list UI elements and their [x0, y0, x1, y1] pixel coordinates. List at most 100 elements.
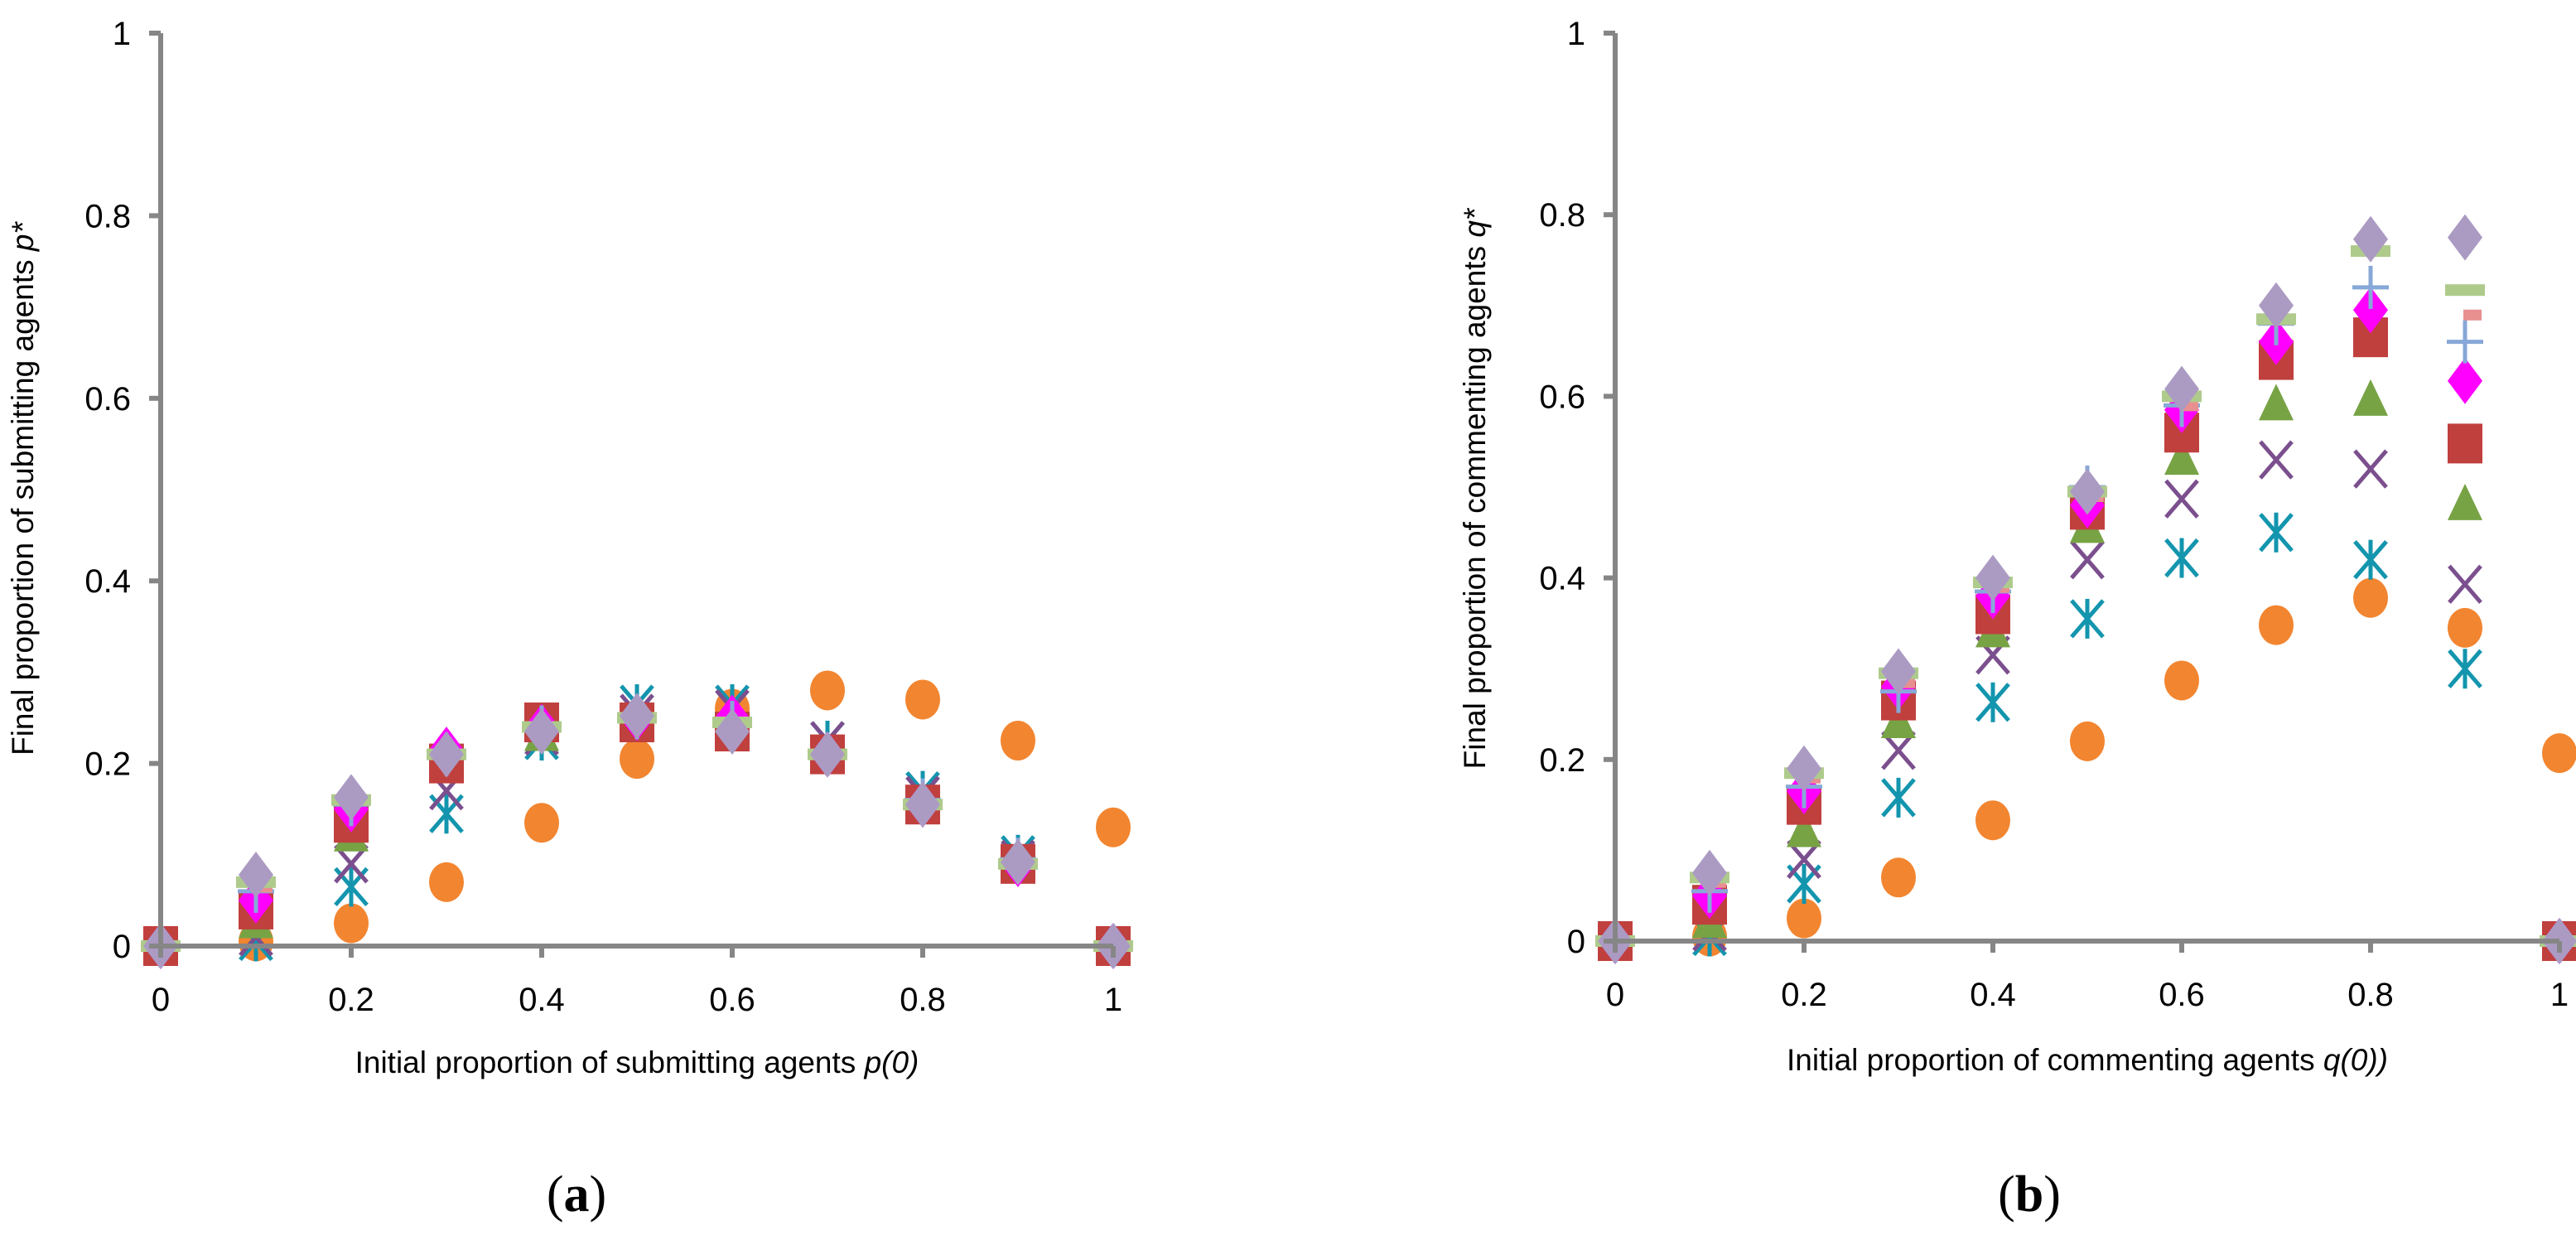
chart-b-point-s10: [1881, 648, 1916, 695]
chart-a-point-s10: [1001, 838, 1035, 886]
chart-a-series-s10: [143, 693, 1131, 969]
chart-a-point-s1: [1001, 721, 1035, 761]
chart-a-axes: 0 0.2 0.4 0.6 0.8 1 0 0.2 0.4 0.6 0.8 1: [84, 16, 1122, 1018]
chart-a-y-tick-label: 0: [113, 929, 131, 965]
chart-b-point-s1: [2448, 607, 2482, 648]
chart-b-y-tick-label: 0.2: [1539, 742, 1585, 779]
chart-b-x-tick-label: 1: [2550, 977, 2569, 1013]
chart-b-point-s1: [1975, 800, 2010, 841]
chart-a-point-s10: [715, 708, 750, 756]
chart-a-point-s2: [334, 867, 369, 907]
chart-b-panel-label: (b): [1998, 1166, 2061, 1223]
chart-b-point-s10: [2259, 282, 2294, 329]
chart-a-point-s1: [810, 670, 845, 711]
chart-b-point-s3: [1787, 839, 1821, 879]
chart-b-point-s10: [2070, 468, 2105, 515]
chart-b-y-tick-label: 0.4: [1539, 561, 1585, 597]
chart-b-point-s6: [2353, 287, 2388, 334]
chart-a-x-tick-label: 0.4: [519, 982, 565, 1018]
chart-a-x-tick-label: 0.2: [328, 982, 374, 1018]
chart-b-point-s2: [1975, 682, 2010, 722]
chart-b-y-tick-label: 0: [1567, 924, 1585, 960]
chart-a-x-tick-label: 0.8: [900, 982, 946, 1018]
chart-b-point-s1: [2259, 605, 2294, 645]
chart-b-point-s2: [2259, 512, 2294, 553]
chart-a-point-s1: [905, 679, 940, 720]
chart-b-point-s3: [2164, 479, 2199, 519]
chart-b-point-s1: [2353, 577, 2388, 618]
chart-b-x-tick-label: 0.2: [1781, 977, 1827, 1013]
chart-b-point-s10: [1787, 745, 1821, 792]
chart-b-series-s10: [1598, 214, 2576, 964]
chart-b-point-s3: [2353, 449, 2388, 489]
chart-b-point-s2: [2164, 538, 2199, 578]
chart-b-point-s3: [2259, 440, 2294, 480]
chart-b-point-s1: [1787, 898, 1821, 939]
chart-b-point-s9: [2445, 284, 2485, 297]
chart-b-point-s6: [2448, 357, 2482, 404]
chart-a-point-s1: [334, 903, 369, 944]
chart-b-series-s5: [1598, 317, 2576, 961]
chart-b-point-s3: [2070, 540, 2105, 580]
chart-a-y-tick-label: 0.4: [84, 563, 131, 600]
chart-a-point-s10: [334, 774, 369, 821]
chart-a-y-tick-label: 0.8: [84, 198, 131, 234]
chart-b-axes: 0 0.2 0.4 0.6 0.8 1 0 0.2 0.4 0.6 0.8 1: [1539, 16, 2569, 1013]
chart-b-point-s4: [2353, 379, 2388, 416]
chart-b-point-s10: [1692, 849, 1727, 896]
chart-b-series-s9: [1595, 245, 2576, 947]
chart-a-point-s10: [620, 693, 654, 740]
chart-a-point-s1: [429, 862, 464, 902]
chart-a-point-s10: [524, 708, 559, 756]
chart-b-point-s2: [2070, 598, 2105, 639]
chart-b-y-tick-label: 0.8: [1539, 197, 1585, 234]
chart-b-x-tick-label: 0.6: [2159, 977, 2205, 1013]
chart-b-point-s5: [2448, 423, 2482, 464]
chart-a-point-s10: [239, 852, 273, 899]
chart-b-x-tick-label: 0: [1606, 977, 1624, 1013]
chart-a-y-axis-label: Final proportion of submitting agents p*: [6, 221, 40, 756]
chart-b-marks: [1595, 214, 2576, 964]
chart-a-point-s1: [620, 739, 654, 780]
chart-a-point-s10: [905, 781, 940, 828]
chart-b-point-s3: [1881, 731, 1916, 770]
chart-b-x-tick-label: 0.8: [2347, 977, 2394, 1013]
chart-a-marks: [141, 670, 1133, 969]
chart-a-point-s1: [524, 803, 559, 843]
chart-a-point-s10: [429, 731, 464, 778]
chart-b-x-tick-label: 0.4: [1970, 977, 2016, 1013]
chart-b-point-s10: [2353, 215, 2388, 263]
chart-b-point-s10: [1975, 554, 2010, 601]
chart-b-x-axis-label: Initial proportion of commenting agents …: [1787, 1043, 2388, 1077]
chart-a-y-tick-label: 0.2: [84, 746, 131, 783]
chart-b-point-s1: [2070, 721, 2105, 761]
chart-a-x-axis-label: Initial proportion of submitting agents …: [355, 1045, 919, 1079]
chart-b-point-s1: [1881, 857, 1916, 898]
chart-b-point-s10: [2448, 214, 2482, 261]
chart-b-point-s7: [2352, 265, 2389, 309]
chart-b-point-s4: [2259, 384, 2294, 421]
chart-a-x-tick-label: 0.6: [709, 982, 755, 1018]
chart-b-point-s7: [2447, 320, 2483, 364]
chart-b-y-tick-label: 1: [1567, 16, 1585, 52]
chart-b-point-s1: [2164, 660, 2199, 701]
chart-a-point-s2: [429, 794, 464, 834]
chart-b-point-s2: [2448, 649, 2482, 689]
chart-a-y-tick-label: 0.6: [84, 381, 131, 418]
chart-b-point-s4: [1787, 810, 1821, 847]
chart-b-point-s4: [2164, 438, 2199, 476]
chart-a-y-tick-label: 1: [113, 16, 131, 52]
chart-b-point-s2: [2353, 539, 2388, 580]
chart-a-x-tick-label: 0: [152, 982, 170, 1018]
chart-a-panel-label: (a): [547, 1166, 606, 1223]
chart-b-point-s4: [2448, 483, 2482, 520]
chart-b-y-tick-label: 0.6: [1539, 379, 1585, 415]
chart-a-x-tick-label: 1: [1104, 982, 1122, 1018]
chart-b-series-s8: [1614, 246, 2576, 947]
chart-a-series-s5: [143, 702, 1131, 966]
chart-b-point-s3: [2448, 564, 2482, 604]
chart-a-point-s10: [810, 731, 845, 778]
chart-b-y-axis-label: Final proportion of commenting agents q*: [1458, 207, 1492, 769]
chart-b-point-s10: [2164, 365, 2199, 413]
